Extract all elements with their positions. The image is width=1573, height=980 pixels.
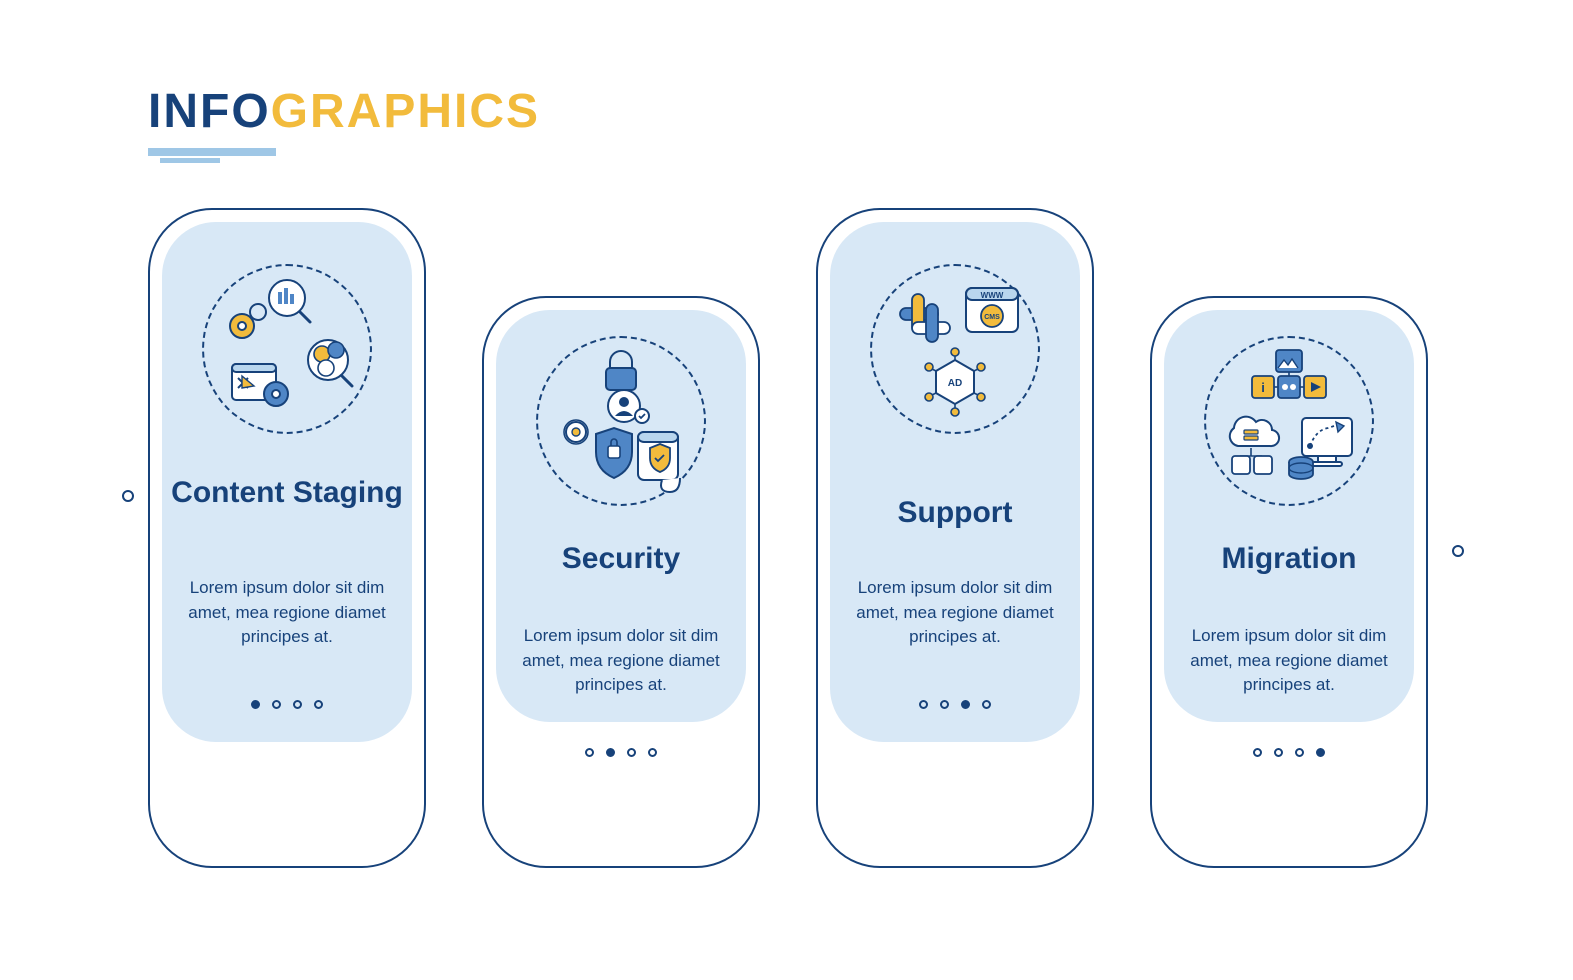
- connector-dot-right: [1452, 545, 1464, 557]
- card-security: Security Lorem ipsum dolor sit dim amet,…: [482, 296, 760, 868]
- card-title: Support: [816, 496, 1094, 531]
- dot-indicator: [1150, 748, 1428, 757]
- dot-indicator: [482, 748, 760, 757]
- connector-dot-left: [122, 490, 134, 502]
- infographic-canvas: INFOGRAPHICS: [0, 0, 1573, 980]
- card-migration: i: [1150, 296, 1428, 868]
- dot-indicator: [816, 700, 1094, 709]
- content-staging-icon: [202, 264, 372, 434]
- dot-indicator: [148, 700, 426, 709]
- card-support: WWW CMS AD: [816, 208, 1094, 868]
- svg-text:CMS: CMS: [984, 314, 1000, 321]
- svg-text:AD: AD: [948, 378, 962, 389]
- heading-part-2: GRAPHICS: [271, 85, 540, 138]
- heading-underline: [148, 148, 308, 158]
- heading-part-1: INFO: [148, 85, 271, 138]
- svg-text:i: i: [1261, 380, 1265, 395]
- card-body: Lorem ipsum dolor sit dim amet, mea regi…: [1150, 624, 1428, 698]
- security-icon: [536, 336, 706, 506]
- migration-icon: i: [1204, 336, 1374, 506]
- card-title: Content Staging: [148, 476, 426, 511]
- svg-text:WWW: WWW: [981, 291, 1004, 300]
- card-title: Migration: [1150, 542, 1428, 577]
- support-icon: WWW CMS AD: [870, 264, 1040, 434]
- card-content-staging: Content Staging Lorem ipsum dolor sit di…: [148, 208, 426, 868]
- card-body: Lorem ipsum dolor sit dim amet, mea regi…: [816, 576, 1094, 650]
- cards-row: Content Staging Lorem ipsum dolor sit di…: [148, 208, 1428, 868]
- card-body: Lorem ipsum dolor sit dim amet, mea regi…: [148, 576, 426, 650]
- heading: INFOGRAPHICS: [148, 84, 540, 139]
- card-title: Security: [482, 542, 760, 577]
- card-body: Lorem ipsum dolor sit dim amet, mea regi…: [482, 624, 760, 698]
